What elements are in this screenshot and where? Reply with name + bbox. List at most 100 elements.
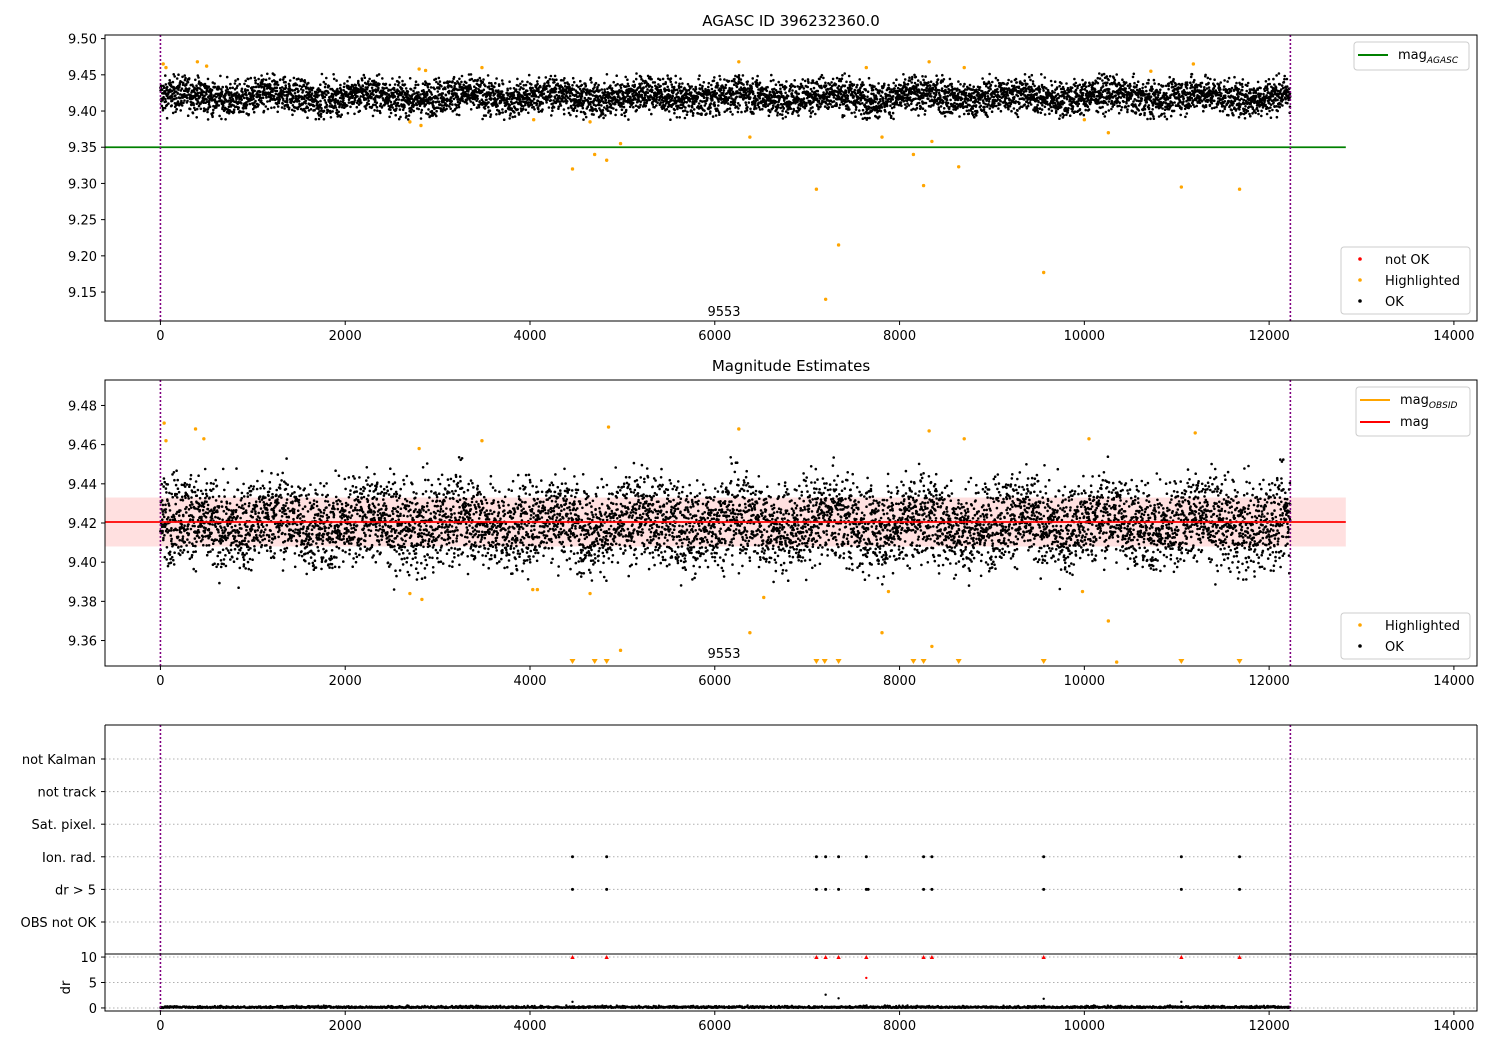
highlighted-point xyxy=(962,437,966,441)
x-tick-label: 12000 xyxy=(1248,674,1289,689)
y-tick-label: 9.42 xyxy=(68,517,97,532)
x-tick-label: 4000 xyxy=(513,329,546,344)
highlighted-point xyxy=(1193,431,1197,435)
highlighted-point xyxy=(748,630,752,635)
clipped-low-marker xyxy=(920,659,927,664)
legend-label: Highlighted xyxy=(1385,274,1460,289)
highlighted-point xyxy=(737,60,741,64)
x-tick-label: 0 xyxy=(156,674,164,689)
clipped-low-marker xyxy=(955,659,962,664)
panel-magnitude-estimates: Magnitude Estimates 9553 0 2000 4000 6000 8000… xyxy=(68,357,1478,689)
flag-point xyxy=(864,855,868,859)
legend-label: not OK xyxy=(1385,253,1430,268)
y-tick-label: 9.35 xyxy=(68,141,97,156)
flag-point xyxy=(1179,855,1183,859)
clipped-low-marker xyxy=(821,659,828,664)
highlighted-point xyxy=(1082,118,1087,122)
y-tick-label: 9.40 xyxy=(68,556,97,571)
legend-label: magAGASC xyxy=(1398,48,1459,66)
dr-outlier-point xyxy=(1180,1000,1183,1004)
y-tick-label: 9.50 xyxy=(68,33,97,48)
ok-points xyxy=(159,72,1292,121)
x-tick-label: 12000 xyxy=(1248,1019,1289,1034)
flag-point xyxy=(570,887,574,891)
chart-title: AGASC ID 396232360.0 xyxy=(702,12,880,30)
highlighted-point xyxy=(930,139,934,144)
x-tick-label: 8000 xyxy=(883,674,916,689)
x-tick-label: 6000 xyxy=(698,674,731,689)
highlighted-point xyxy=(161,62,165,66)
highlighted-point xyxy=(762,595,766,600)
x-tick-label: 14000 xyxy=(1433,329,1474,344)
x-tick-label: 0 xyxy=(156,329,164,344)
flag-point xyxy=(1042,887,1046,891)
y-tick-label: 9.46 xyxy=(68,439,97,454)
legend-box xyxy=(1340,612,1471,660)
category-label: dr > 5 xyxy=(55,883,96,898)
clipped-high-marker xyxy=(1179,955,1184,960)
clipped-low-marker xyxy=(603,659,610,664)
y-tick-label: 9.20 xyxy=(68,250,97,265)
highlighted-point xyxy=(420,597,424,602)
highlighted-point xyxy=(1087,437,1091,441)
x-tick-label: 0 xyxy=(156,1019,164,1034)
chart-title: Magnitude Estimates xyxy=(712,357,870,375)
y-tick-label: 9.48 xyxy=(68,399,97,414)
highlighted-point xyxy=(588,120,592,124)
legend-label: OK xyxy=(1385,640,1404,655)
clipped-high-marker xyxy=(1237,955,1242,960)
highlighted-point xyxy=(911,152,916,157)
x-tick-label: 10000 xyxy=(1064,329,1105,344)
clipped-low-marker xyxy=(813,659,820,664)
highlighted-point xyxy=(962,65,966,70)
highlighted-point xyxy=(417,67,421,71)
highlighted-point xyxy=(423,68,428,73)
highlighted-point xyxy=(164,439,168,443)
flag-point xyxy=(814,887,818,891)
highlighted-point xyxy=(202,437,206,441)
y-tick-label: 9.45 xyxy=(68,69,97,84)
legend-point-swatch xyxy=(1358,623,1362,627)
highlighted-point xyxy=(162,421,166,425)
x-tick-label: 6000 xyxy=(698,329,731,344)
highlighted-point xyxy=(1149,69,1153,73)
category-label: OBS not OK xyxy=(21,916,97,931)
dr-outlier-point xyxy=(1042,997,1045,1000)
highlighted-point xyxy=(535,587,540,592)
x-tick-label: 8000 xyxy=(883,1019,916,1034)
dr-outlier-point xyxy=(837,997,840,1000)
axes-frame xyxy=(104,34,1478,322)
y-axis-label: dr xyxy=(59,980,74,994)
clipped-high-marker xyxy=(929,955,935,960)
flag-point xyxy=(930,887,934,891)
highlighted-point xyxy=(737,427,741,431)
clipped-high-marker xyxy=(570,955,575,960)
x-tick-label: 14000 xyxy=(1433,674,1474,689)
flag-point xyxy=(1238,855,1242,859)
highlighted-point xyxy=(417,446,421,451)
highlighted-point xyxy=(604,158,609,162)
highlighted-point xyxy=(927,60,931,64)
flag-point xyxy=(824,855,828,859)
highlighted-point xyxy=(880,135,884,139)
highlighted-point xyxy=(193,427,198,431)
highlighted-point xyxy=(886,589,891,594)
highlighted-point xyxy=(204,64,209,68)
y-tick-label: 9.44 xyxy=(68,478,97,493)
legend-box xyxy=(1353,41,1470,71)
highlighted-point xyxy=(1179,185,1184,189)
clipped-low-marker xyxy=(591,659,598,664)
clipped-high-marker xyxy=(836,955,841,960)
annotation-label: 9553 xyxy=(707,305,740,320)
highlighted-point xyxy=(408,591,412,596)
clipped-low-marker xyxy=(569,659,576,664)
ok-points xyxy=(159,455,1292,591)
legend-label: OK xyxy=(1385,295,1404,310)
highlighted-point xyxy=(1080,589,1085,594)
highlighted-point xyxy=(531,118,536,122)
x-tick-label: 10000 xyxy=(1064,674,1105,689)
highlighted-point xyxy=(1114,660,1119,664)
y-tick-label: 9.36 xyxy=(68,635,97,650)
flag-point xyxy=(866,887,870,891)
